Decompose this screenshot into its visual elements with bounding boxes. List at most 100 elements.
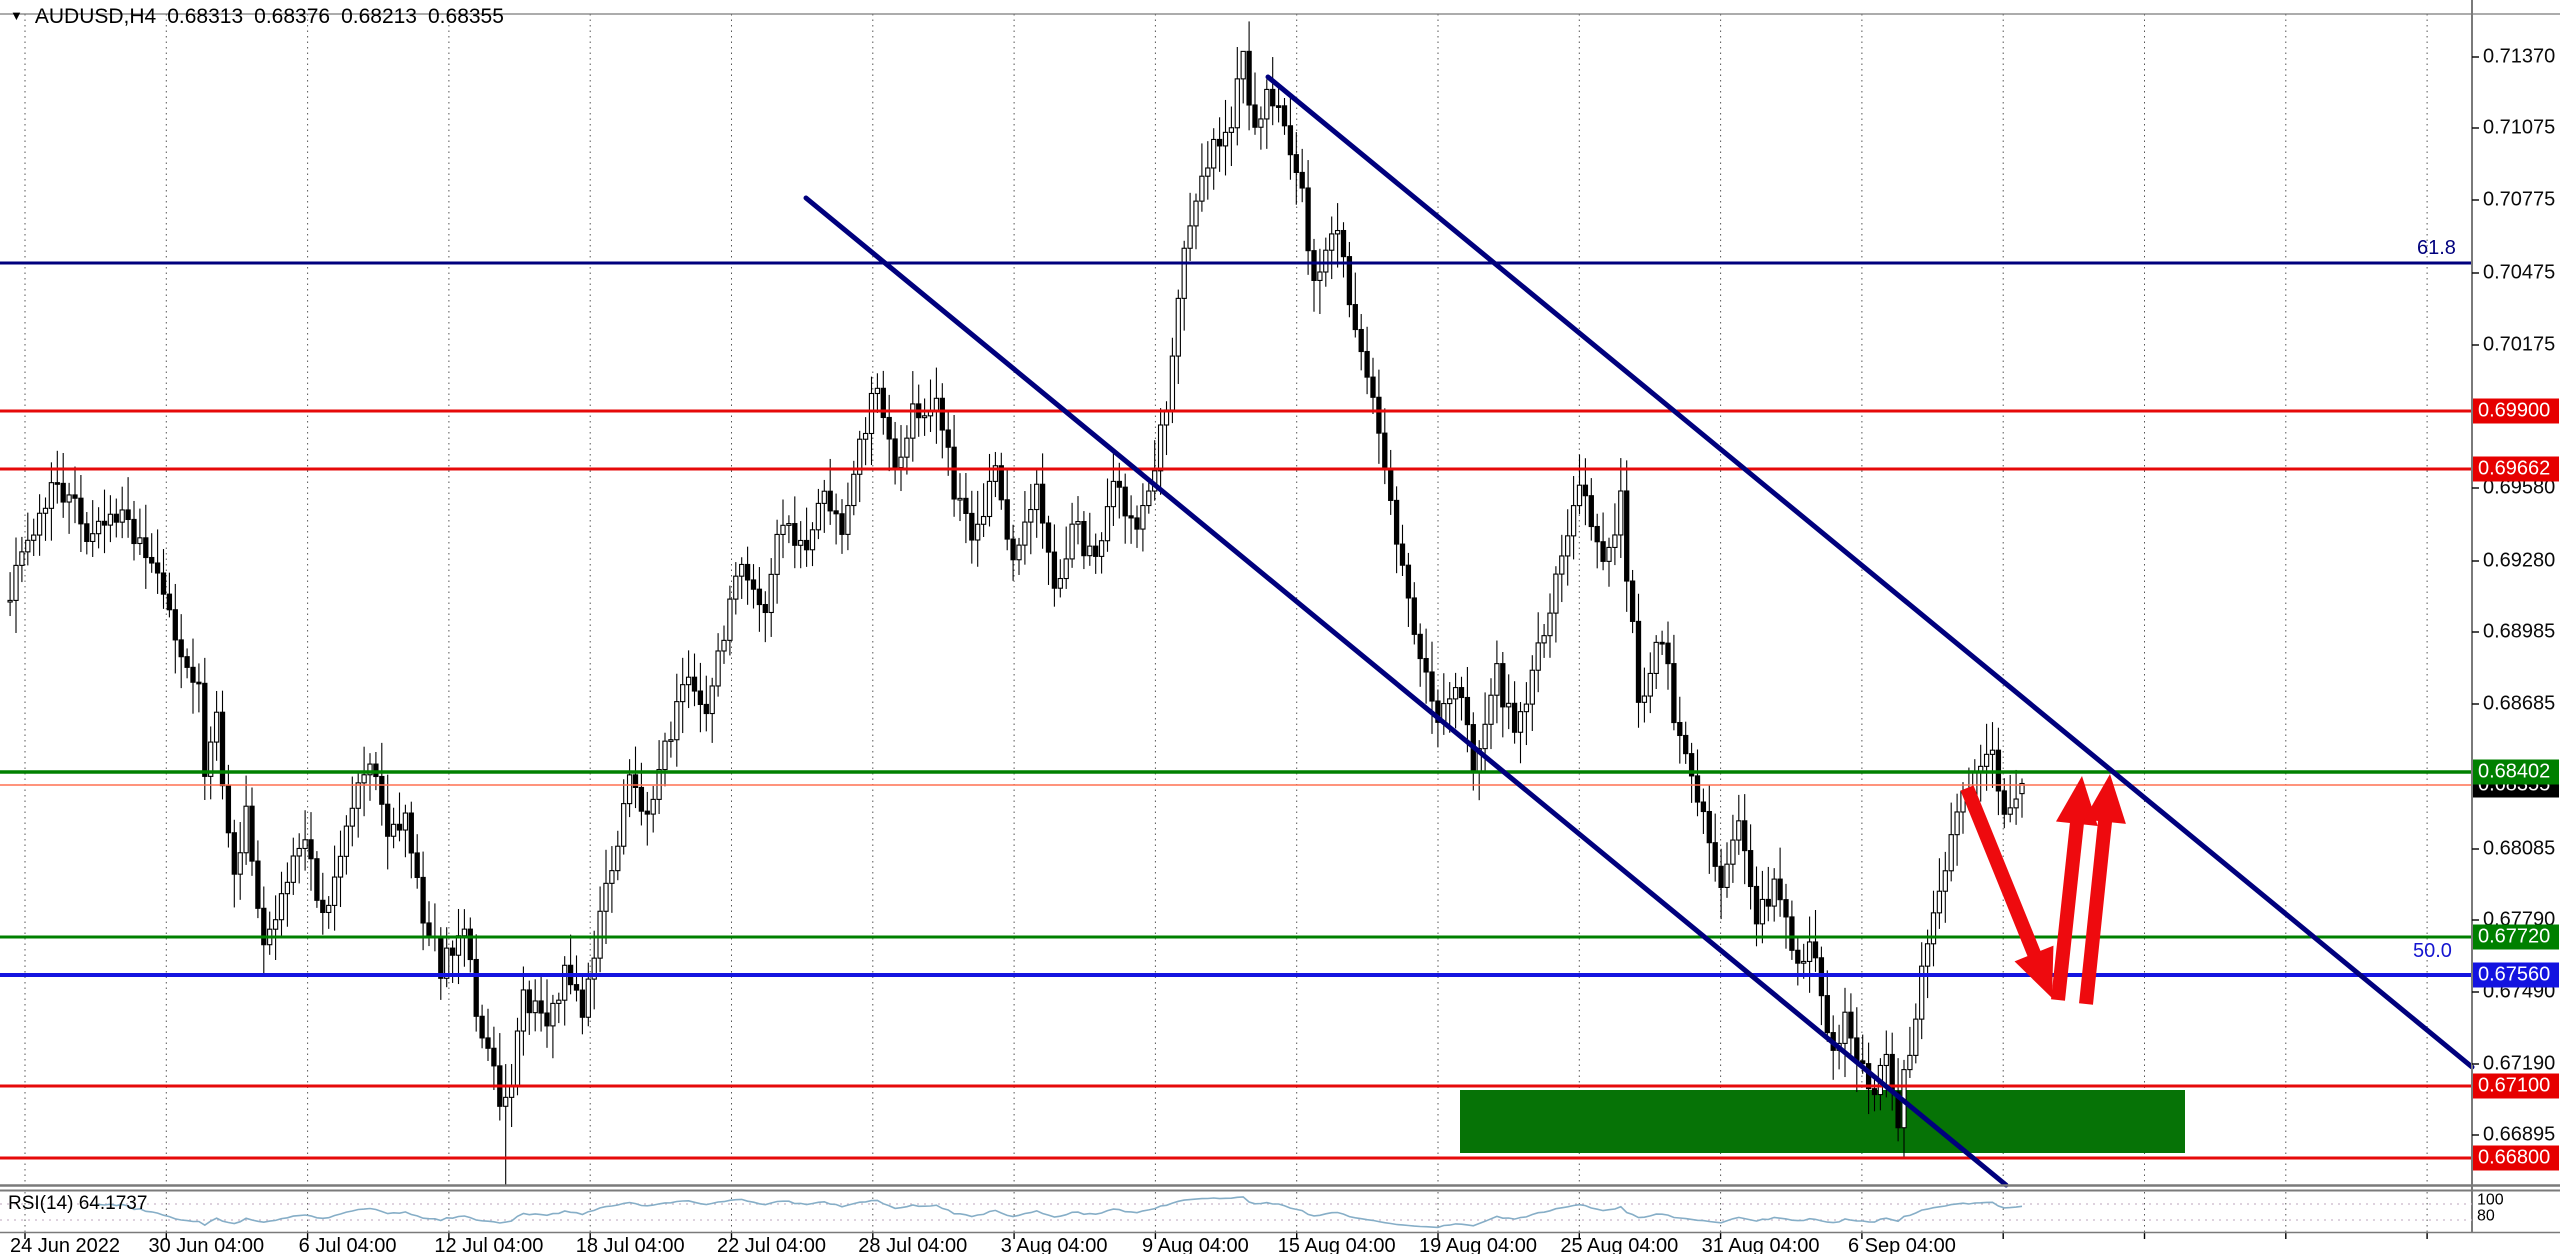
candle-up xyxy=(349,807,355,827)
rsi-indicator-label: RSI(14) 64.1737 xyxy=(8,1193,148,1214)
candle-down xyxy=(308,839,314,860)
price-level-badge-0.67100: 0.67100 xyxy=(2473,1073,2559,1099)
candle-up xyxy=(503,1096,509,1107)
candle-down xyxy=(1635,620,1642,703)
candle-up xyxy=(857,438,863,475)
candle-up xyxy=(1494,663,1500,696)
candle-down xyxy=(1311,250,1317,281)
time-axis-label: 24 Jun 2022 xyxy=(9,1235,121,1254)
price-level-badge-0.68402: 0.68402 xyxy=(2473,759,2559,785)
candle-down xyxy=(1582,484,1589,497)
candle-up xyxy=(1022,521,1028,546)
candle-down xyxy=(1706,810,1712,844)
candle-up xyxy=(780,524,786,536)
candle-down xyxy=(1895,1091,1901,1129)
candle-down xyxy=(414,852,420,878)
candle-up xyxy=(48,482,55,509)
candle-down xyxy=(1753,885,1760,925)
candle-down xyxy=(408,812,414,854)
candle-down xyxy=(113,513,119,523)
candle-up xyxy=(2019,782,2025,795)
arrow-shaft-projected-bounce-1[interactable] xyxy=(2051,817,2085,1001)
candle-up xyxy=(798,539,804,546)
candle-down xyxy=(1399,543,1406,566)
candle-up xyxy=(874,387,881,395)
candle-up xyxy=(1724,863,1730,888)
candle-down xyxy=(54,482,60,485)
candle-down xyxy=(1718,865,1724,888)
candle-up xyxy=(1193,200,1199,227)
candle-up xyxy=(1954,811,1960,836)
price-level-badge-0.67720: 0.67720 xyxy=(2473,924,2559,950)
candle-down xyxy=(1134,517,1140,530)
arrow-head-projected-bounce-2[interactable] xyxy=(2084,774,2126,824)
candle-up xyxy=(550,1002,556,1027)
candle-down xyxy=(1382,432,1388,469)
candle-up xyxy=(1205,167,1211,177)
candle-up xyxy=(662,740,668,771)
candle-up xyxy=(585,978,591,1018)
trendline-channel-lower[interactable] xyxy=(803,195,2009,1188)
candle-up xyxy=(674,701,680,741)
candle-down xyxy=(803,539,810,551)
candle-down xyxy=(143,537,149,559)
candle-down xyxy=(1388,467,1394,501)
candle-down xyxy=(1765,898,1771,907)
candle-down xyxy=(225,785,232,834)
price-tick-label: 0.67190 xyxy=(2483,1052,2556,1075)
candle-down xyxy=(880,387,886,419)
arrow-shaft-projected-bounce-2[interactable] xyxy=(2079,815,2113,1005)
candle-down xyxy=(526,989,532,1014)
candle-up xyxy=(1523,703,1530,713)
candle-down xyxy=(379,775,385,805)
candle-up xyxy=(1547,612,1553,637)
candle-down xyxy=(1246,50,1252,106)
candle-up xyxy=(284,881,291,895)
rsi-scale-label-100: 100 xyxy=(2477,1191,2504,1209)
candle-up xyxy=(444,947,450,979)
candle-down xyxy=(939,397,945,431)
price-tick-label: 0.70175 xyxy=(2483,333,2556,356)
candle-up xyxy=(1942,870,1948,892)
candle-down xyxy=(1039,483,1046,524)
candle-down xyxy=(2001,790,2007,815)
price-tick-label: 0.66895 xyxy=(2483,1123,2556,1146)
rsi-line[interactable] xyxy=(92,1196,2023,1229)
arrow-head-projected-bounce-1[interactable] xyxy=(2056,776,2098,826)
candle-down xyxy=(467,928,473,961)
arrow-shaft-projected-drop[interactable] xyxy=(1960,785,2043,962)
symbol-period: AUDUSD,H4 xyxy=(34,5,157,28)
candle-down xyxy=(178,639,184,658)
candle-down xyxy=(78,497,84,525)
candle-up xyxy=(1647,672,1653,697)
candle-up xyxy=(821,490,827,504)
trendline-channel-upper[interactable] xyxy=(1265,74,2475,1070)
arrow-head-projected-drop[interactable] xyxy=(2014,945,2054,998)
candle-down xyxy=(1004,499,1010,540)
candle-up xyxy=(337,855,344,878)
candle-up xyxy=(1016,544,1022,561)
candle-down xyxy=(744,563,751,581)
candle-down xyxy=(1624,490,1630,582)
candle-up xyxy=(520,989,527,1032)
candle-down xyxy=(479,1015,485,1039)
candle-down xyxy=(396,823,403,831)
candle-up xyxy=(1517,711,1524,733)
candle-down xyxy=(1358,328,1364,353)
symbol-dropdown-icon[interactable]: ▼ xyxy=(10,8,23,23)
candle-up xyxy=(739,563,745,577)
candle-up xyxy=(13,564,19,601)
candle-down xyxy=(1010,538,1016,561)
candle-up xyxy=(815,502,822,531)
candle-down xyxy=(697,690,704,706)
price-level-badge-0.66800: 0.66800 xyxy=(2473,1145,2559,1171)
candle-down xyxy=(196,681,202,685)
candle-up xyxy=(461,928,468,937)
candle-up xyxy=(42,507,49,514)
candle-down xyxy=(1252,104,1258,128)
demand-zone[interactable] xyxy=(1460,1090,2185,1153)
candle-up xyxy=(119,509,125,523)
candle-down xyxy=(1712,842,1718,867)
candle-up xyxy=(331,876,338,906)
